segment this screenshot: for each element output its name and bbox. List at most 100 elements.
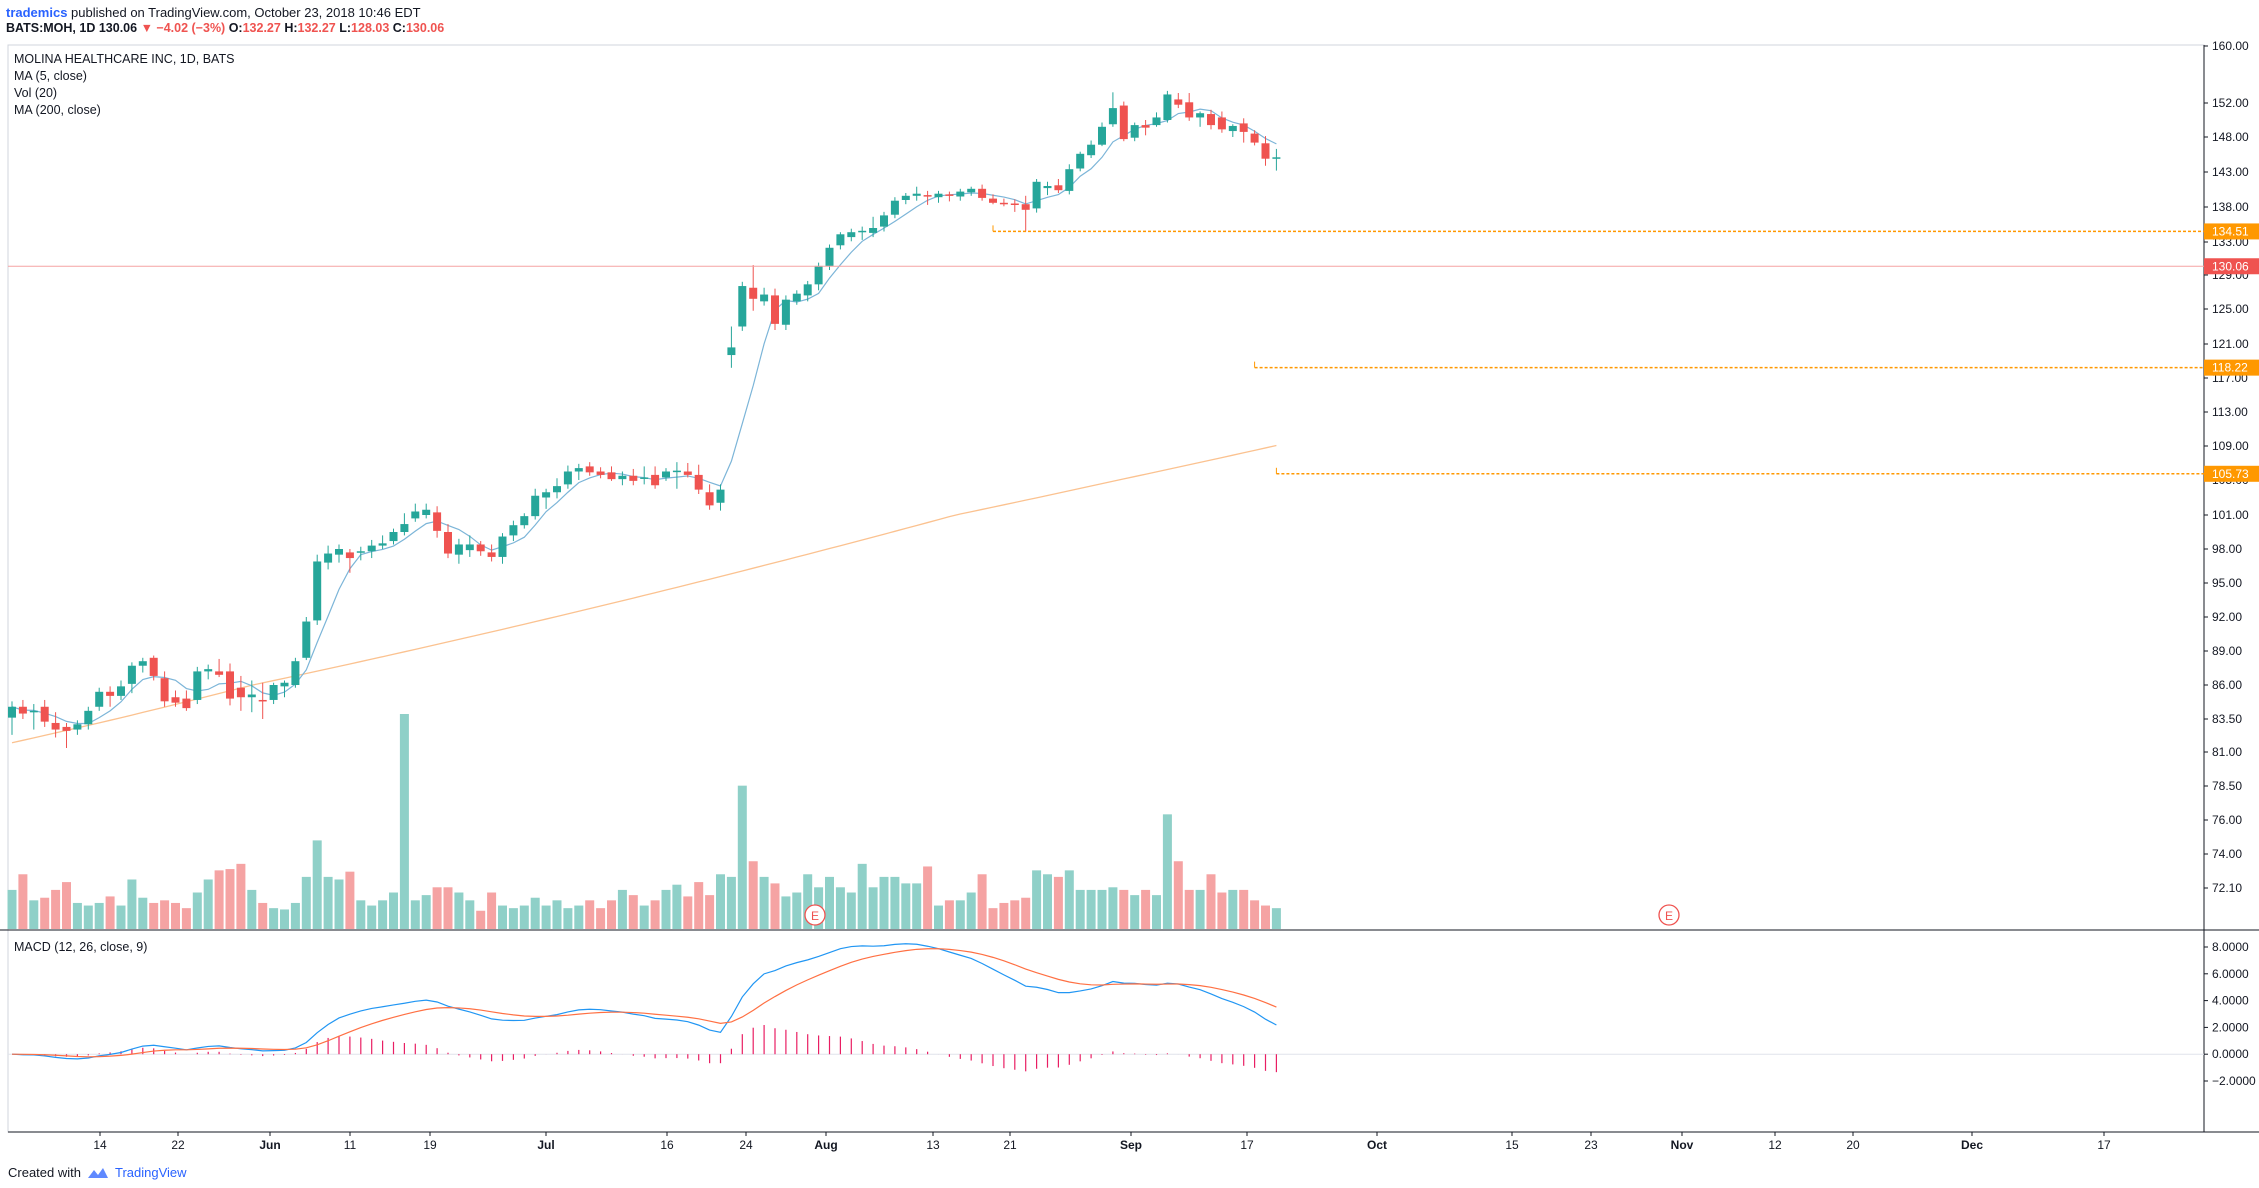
volume-bar bbox=[225, 869, 235, 929]
price-chart[interactable]: 160.00152.00148.00143.00138.00133.00129.… bbox=[0, 0, 2259, 1160]
volume-bar bbox=[1108, 887, 1118, 929]
volume-bar bbox=[1228, 889, 1238, 929]
candle-body bbox=[999, 202, 1008, 205]
time-tick-label: 12 bbox=[1768, 1138, 1782, 1152]
time-tick-label: Jul bbox=[537, 1138, 554, 1152]
volume-bar bbox=[1075, 889, 1085, 929]
candle-body bbox=[1196, 113, 1205, 118]
candle-body bbox=[433, 512, 442, 531]
price-tick-label: 113.00 bbox=[2212, 405, 2248, 419]
volume-bar bbox=[770, 883, 780, 929]
volume-bar bbox=[901, 883, 911, 929]
candle-body bbox=[629, 475, 638, 481]
time-tick-label: 22 bbox=[171, 1138, 185, 1152]
low-value: 128.03 bbox=[351, 21, 390, 35]
candle-body bbox=[171, 697, 180, 703]
volume-bar bbox=[748, 861, 758, 929]
ma200-line bbox=[11, 444, 1277, 744]
time-tick-label: 19 bbox=[423, 1138, 437, 1152]
volume-bar bbox=[399, 714, 409, 929]
candle-body bbox=[367, 545, 376, 552]
time-tick-label: Aug bbox=[814, 1138, 837, 1152]
volume-bar bbox=[1043, 874, 1052, 929]
legend-macd[interactable]: MACD (12, 26, close, 9) bbox=[14, 940, 148, 954]
volume-bar bbox=[40, 897, 50, 929]
candle-body bbox=[607, 472, 616, 480]
volume-bar bbox=[105, 896, 115, 929]
volume-bar bbox=[585, 900, 595, 929]
candle-body bbox=[117, 686, 125, 696]
earnings-marker bbox=[1658, 904, 1680, 926]
candle-body bbox=[847, 232, 856, 238]
candle-body bbox=[258, 699, 267, 702]
candle-body bbox=[563, 471, 572, 485]
candle-body bbox=[8, 706, 16, 718]
candle-body bbox=[1272, 157, 1281, 159]
publish-header: trademics published on TradingView.com, … bbox=[6, 5, 421, 20]
candle-body bbox=[138, 661, 147, 666]
volume-bar bbox=[1162, 814, 1172, 929]
price-tick-label: 125.00 bbox=[2212, 302, 2249, 316]
candle-body bbox=[683, 471, 692, 475]
candle-body bbox=[487, 552, 496, 557]
open-value: 132.27 bbox=[242, 21, 281, 35]
volume-bar bbox=[312, 840, 322, 929]
volume-bar bbox=[1130, 895, 1140, 929]
volume-bar bbox=[258, 902, 268, 929]
volume-bar bbox=[683, 896, 693, 929]
volume-bar bbox=[389, 892, 398, 929]
volume-bar bbox=[421, 895, 431, 929]
volume-bar bbox=[672, 884, 682, 929]
volume-bar bbox=[563, 908, 573, 929]
volume-bar bbox=[716, 874, 725, 929]
volume-bar bbox=[29, 900, 39, 929]
candle-body bbox=[956, 191, 965, 197]
candle-body bbox=[1163, 94, 1172, 120]
candle-body bbox=[291, 661, 300, 685]
volume-bar bbox=[1239, 889, 1249, 929]
legend-volume[interactable]: Vol (20) bbox=[14, 86, 58, 100]
volume-bar bbox=[160, 900, 170, 929]
created-with-label: Created with bbox=[8, 1165, 81, 1180]
candle-body bbox=[662, 471, 670, 478]
candle-body bbox=[716, 489, 725, 503]
volume-bar bbox=[476, 910, 486, 929]
volume-bar bbox=[334, 879, 344, 929]
candle-body bbox=[127, 665, 136, 684]
volume-bar bbox=[1032, 870, 1042, 929]
candle-body bbox=[476, 544, 485, 552]
candle-body bbox=[890, 200, 899, 215]
candle-body bbox=[1054, 185, 1063, 191]
legend-ma200[interactable]: MA (200, close) bbox=[14, 103, 101, 117]
candle-body bbox=[836, 234, 845, 246]
author-link[interactable]: trademics bbox=[6, 5, 68, 20]
candle-body bbox=[760, 294, 769, 302]
last-price: 130.06 bbox=[98, 21, 138, 35]
candle-body bbox=[1130, 125, 1139, 138]
volume-bar bbox=[955, 900, 965, 929]
volume-bar bbox=[890, 876, 900, 929]
candle-body bbox=[1250, 133, 1259, 143]
candle-body bbox=[106, 691, 115, 696]
volume-bar bbox=[18, 874, 28, 929]
volume-bar bbox=[607, 900, 616, 929]
candle-body bbox=[651, 474, 660, 486]
volume-bar bbox=[356, 900, 366, 929]
price-tick-label: 160.00 bbox=[2212, 39, 2249, 53]
time-tick-label: 20 bbox=[1846, 1138, 1860, 1152]
volume-bar bbox=[1053, 876, 1063, 929]
price-tick-label: 81.00 bbox=[2212, 745, 2242, 759]
volume-bar bbox=[737, 785, 747, 929]
time-tick-label: 17 bbox=[2097, 1138, 2111, 1152]
candle-body bbox=[422, 509, 431, 515]
candle-body bbox=[1119, 105, 1128, 140]
down-arrow-icon: ▼ bbox=[140, 21, 153, 35]
candle-body bbox=[40, 706, 49, 722]
volume-bar bbox=[323, 876, 333, 929]
macd-tick-label: 6.0000 bbox=[2212, 967, 2249, 981]
tradingview-brand[interactable]: TradingView bbox=[114, 1165, 187, 1180]
candle-body bbox=[727, 347, 736, 356]
candle-body bbox=[520, 516, 529, 526]
candle-body bbox=[280, 682, 289, 687]
legend-ma5[interactable]: MA (5, close) bbox=[14, 69, 87, 83]
